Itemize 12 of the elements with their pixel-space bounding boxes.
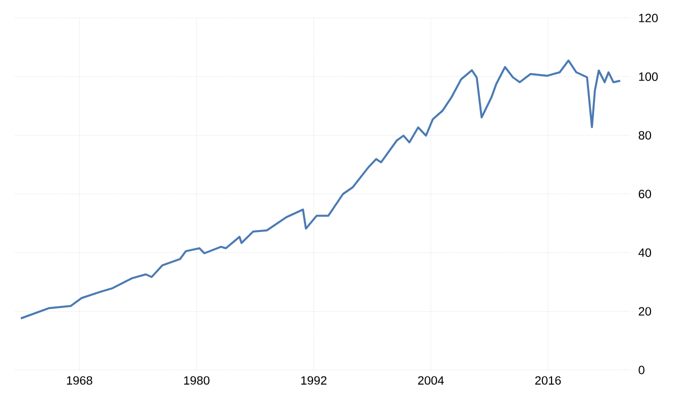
y-tick-label: 20: [638, 307, 652, 316]
y-tick-label: 120: [639, 14, 658, 22]
y-tick-label: 0: [638, 366, 644, 374]
x-tick-label: 2004: [418, 376, 444, 385]
x-tick-label: 1980: [184, 376, 210, 385]
y-tick-label: 100: [639, 72, 658, 81]
x-tick-label: 2016: [535, 376, 561, 385]
y-tick-label: 40: [638, 248, 652, 257]
x-tick-label: 1968: [66, 376, 92, 385]
y-tick-label: 80: [638, 131, 652, 140]
x-tick-label: 1992: [301, 376, 326, 385]
y-tick-label: 60: [638, 190, 652, 198]
